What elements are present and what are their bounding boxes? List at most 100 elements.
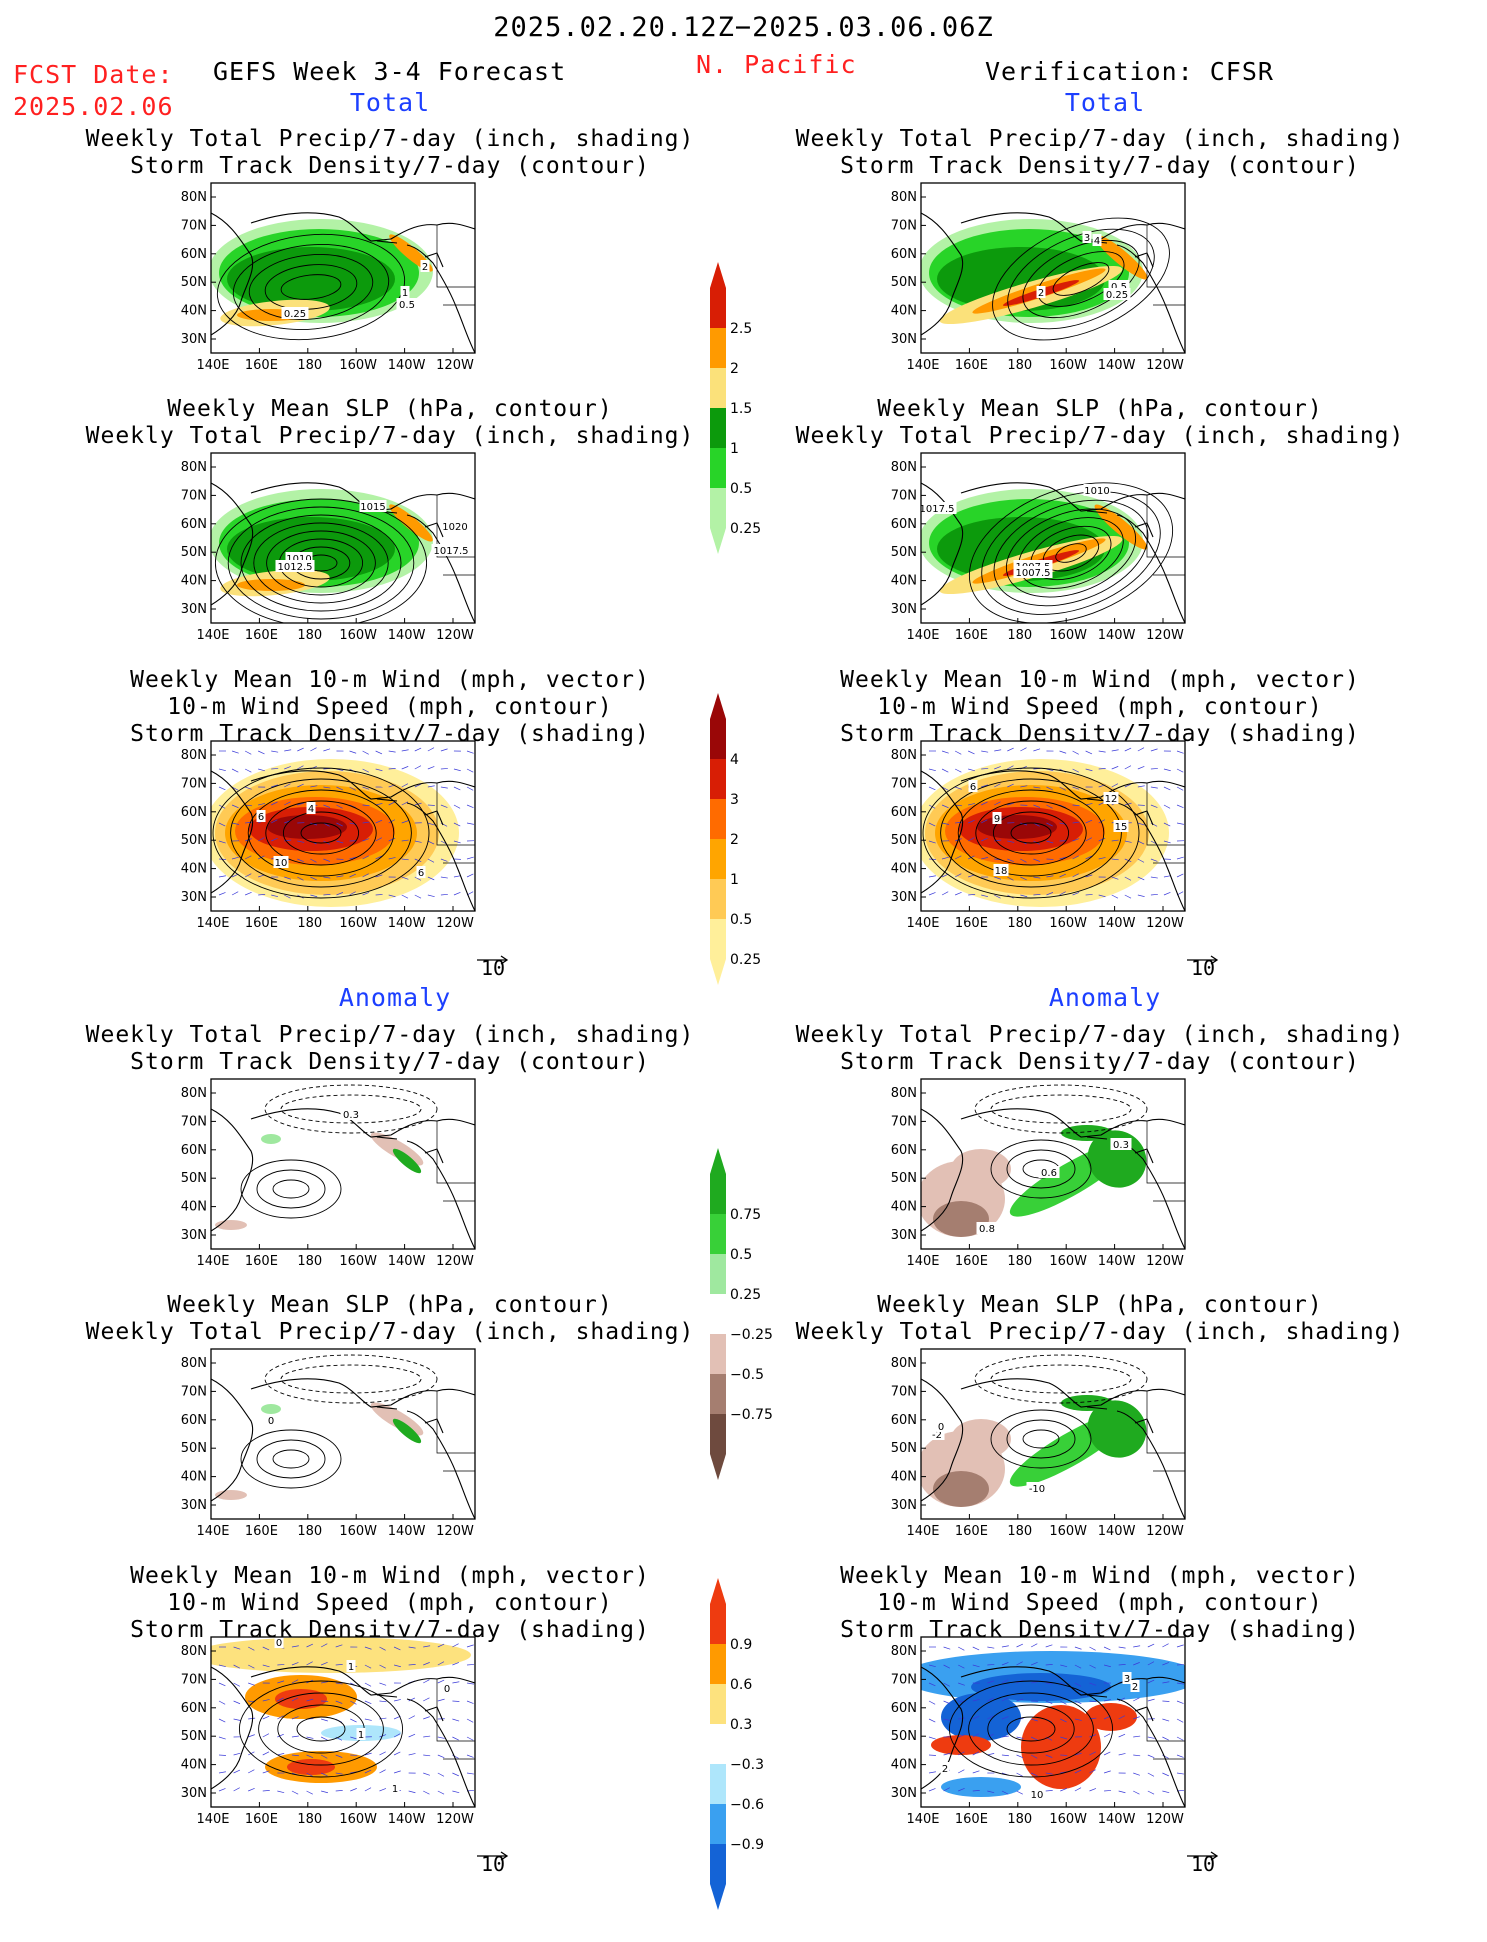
contour-label: 4 bbox=[308, 804, 314, 815]
colorbar-label: 0.25 bbox=[730, 1287, 761, 1303]
lon-tick-label: 160W bbox=[1049, 1254, 1087, 1269]
lon-tick-label: 140E bbox=[906, 1812, 939, 1827]
colorbar-end-triangle bbox=[710, 1148, 726, 1174]
lon-tick-label: 140W bbox=[388, 628, 426, 643]
lat-tick-label: 30N bbox=[181, 602, 207, 617]
colorbar-segment bbox=[710, 1804, 726, 1844]
vector-reference-L6: 10 bbox=[463, 1842, 523, 1876]
lat-tick-label: 60N bbox=[891, 1413, 917, 1428]
lat-tick-label: 50N bbox=[891, 545, 917, 560]
lat-tick-label: 30N bbox=[891, 890, 917, 905]
contour-label: 1 bbox=[358, 1730, 364, 1741]
lat-tick-label: 40N bbox=[181, 862, 207, 877]
lat-tick-label: 70N bbox=[891, 488, 917, 503]
lon-tick-label: 140W bbox=[388, 916, 426, 931]
lon-tick-label: 120W bbox=[1146, 1812, 1184, 1827]
contour-label: 10 bbox=[1031, 1790, 1044, 1801]
lon-tick-label: 160E bbox=[245, 1524, 278, 1539]
lon-tick-label: 160W bbox=[339, 1524, 377, 1539]
lat-tick-label: 80N bbox=[181, 1644, 207, 1659]
lon-tick-label: 120W bbox=[1146, 916, 1184, 931]
storm-shading bbox=[977, 815, 1057, 839]
lon-tick-label: 180 bbox=[1007, 1524, 1032, 1539]
precip-anomaly-shading bbox=[951, 1149, 1011, 1189]
section-total-left: Total bbox=[340, 88, 440, 117]
lon-tick-label: 120W bbox=[1146, 358, 1184, 373]
panel-title-R1: Weekly Total Precip/7-day (inch, shading… bbox=[770, 126, 1430, 180]
contour-label: 3 bbox=[1124, 1674, 1130, 1685]
colorbar-segment bbox=[710, 1294, 726, 1334]
lon-tick-label: 180 bbox=[297, 1524, 322, 1539]
lat-tick-label: 70N bbox=[181, 1114, 207, 1129]
lon-tick-label: 140E bbox=[906, 628, 939, 643]
lat-tick-label: 30N bbox=[181, 1786, 207, 1801]
colorbar-segment bbox=[710, 1334, 726, 1374]
lon-tick-label: 160E bbox=[245, 1254, 278, 1269]
lon-tick-label: 160E bbox=[955, 1524, 988, 1539]
model-title: GEFS Week 3-4 Forecast bbox=[213, 57, 566, 86]
colorbar-segment bbox=[710, 368, 726, 408]
colorbar-segment bbox=[710, 288, 726, 328]
lon-tick-label: 140E bbox=[196, 1254, 229, 1269]
colorbar-segment bbox=[710, 799, 726, 839]
lon-tick-label: 160W bbox=[339, 358, 377, 373]
lon-tick-label: 160W bbox=[339, 628, 377, 643]
colorbar-label: 2 bbox=[730, 832, 739, 848]
vector-reference-R3: 10 bbox=[1173, 946, 1233, 980]
lat-tick-label: 40N bbox=[891, 1758, 917, 1773]
lon-tick-label: 140E bbox=[906, 358, 939, 373]
lon-tick-label: 140E bbox=[196, 358, 229, 373]
colorbar-end-triangle bbox=[710, 1454, 726, 1480]
lon-tick-label: 180 bbox=[297, 916, 322, 931]
vector-reference-L3: 10 bbox=[463, 946, 523, 980]
map-plot-area: 0 bbox=[211, 1349, 475, 1519]
reference-arrow-icon bbox=[463, 1842, 523, 1852]
lon-tick-label: 140W bbox=[1098, 628, 1136, 643]
lon-tick-label: 120W bbox=[436, 1254, 474, 1269]
lat-tick-label: 70N bbox=[181, 776, 207, 791]
lat-tick-label: 80N bbox=[891, 190, 917, 205]
lon-tick-label: 180 bbox=[297, 358, 322, 373]
contour-label: 0.5 bbox=[399, 300, 415, 311]
colorbar-segment bbox=[710, 1764, 726, 1804]
panel-title-L1: Weekly Total Precip/7-day (inch, shading… bbox=[60, 126, 720, 180]
colorbar-segment bbox=[710, 1684, 726, 1724]
lat-tick-label: 60N bbox=[181, 805, 207, 820]
lat-tick-label: 80N bbox=[891, 1356, 917, 1371]
lat-tick-label: 40N bbox=[891, 574, 917, 589]
contour-label: 15 bbox=[1115, 822, 1128, 833]
contour-label: 2 bbox=[1038, 288, 1044, 299]
contour-label: 10 bbox=[275, 858, 288, 869]
colorbar-segment bbox=[710, 1214, 726, 1254]
lon-tick-label: 160W bbox=[1049, 916, 1087, 931]
lon-tick-label: 140W bbox=[388, 1812, 426, 1827]
contour-label: 0.25 bbox=[1106, 290, 1128, 301]
lon-tick-label: 160E bbox=[245, 1812, 278, 1827]
lat-tick-label: 70N bbox=[181, 218, 207, 233]
lon-tick-label: 140E bbox=[196, 1524, 229, 1539]
colorbar-label: 3 bbox=[730, 792, 739, 808]
lat-tick-label: 80N bbox=[891, 748, 917, 763]
lat-tick-label: 60N bbox=[891, 1143, 917, 1158]
lon-tick-label: 180 bbox=[297, 1812, 322, 1827]
lon-tick-label: 160E bbox=[245, 916, 278, 931]
precip-anomaly-shading bbox=[933, 1471, 989, 1507]
lon-tick-label: 140E bbox=[196, 1812, 229, 1827]
colorbar-label: 2 bbox=[730, 361, 739, 377]
lat-tick-label: 70N bbox=[891, 776, 917, 791]
region-title: N. Pacific bbox=[696, 50, 857, 79]
lat-tick-label: 60N bbox=[891, 517, 917, 532]
lon-tick-label: 160E bbox=[955, 358, 988, 373]
lat-tick-label: 50N bbox=[891, 1729, 917, 1744]
colorbar-end-triangle bbox=[710, 262, 726, 288]
lat-tick-label: 30N bbox=[891, 602, 917, 617]
lon-tick-label: 120W bbox=[436, 916, 474, 931]
contour-label: 1007.5 bbox=[1016, 568, 1051, 579]
